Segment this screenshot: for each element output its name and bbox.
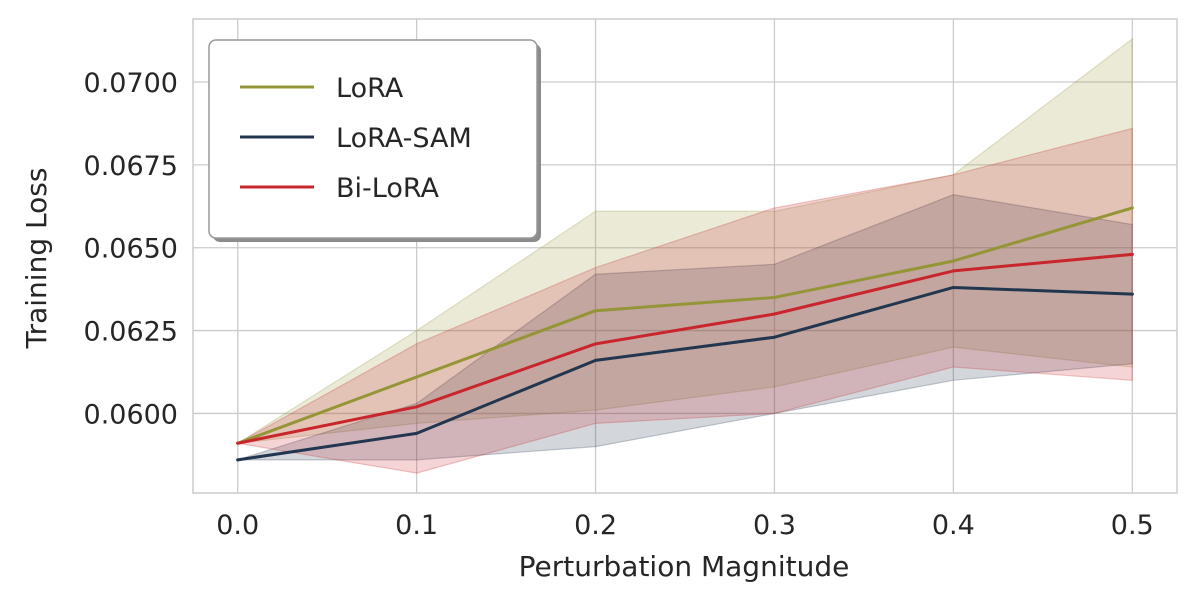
x-tick-label: 0.3 (753, 510, 796, 541)
line-bi-lora (236, 252, 1134, 445)
legend-items: LoRA LoRA-SAM Bi-LoRA (240, 73, 472, 204)
point-lora-sam (415, 431, 419, 435)
y-tick-label: 0.0600 (84, 399, 178, 430)
legend: LoRA LoRA-SAM Bi-LoRA (208, 39, 541, 242)
band-lora (237, 37, 1133, 444)
y-tick-label: 0.0700 (84, 68, 178, 99)
y-axis-label: Training Loss (20, 168, 53, 350)
point-lora (1130, 206, 1134, 210)
legend-label-bi-lora: Bi-LoRA (336, 173, 440, 204)
plot-border (192, 18, 1178, 494)
point-bi-lora (1130, 252, 1134, 256)
point-lora (415, 375, 419, 379)
point-lora-sam (236, 458, 240, 462)
x-tick-label: 0.4 (932, 510, 975, 541)
x-tick-label: 0.2 (574, 510, 617, 541)
legend-label-lora: LoRA (336, 73, 404, 104)
legend-label-lora-sam: LoRA-SAM (336, 123, 472, 154)
y-tick-label: 0.0650 (84, 234, 178, 265)
point-bi-lora (236, 441, 240, 445)
point-lora (951, 259, 955, 263)
point-lora-sam (1130, 292, 1134, 296)
confidence-bands (235, 37, 1133, 474)
y-tick-labels: 0.0600 0.0625 0.0650 0.0675 0.0700 (84, 68, 178, 430)
x-tick-label: 0.1 (395, 510, 438, 541)
point-lora-sam (951, 285, 955, 289)
point-bi-lora (594, 342, 598, 346)
x-tick-labels: 0.0 0.1 0.2 0.3 0.4 0.5 (216, 510, 1153, 541)
y-tick-label: 0.0675 (84, 151, 178, 182)
point-lora-sam (772, 335, 776, 339)
series-lines (236, 206, 1134, 462)
point-lora (594, 309, 598, 313)
x-tick-label: 0.0 (216, 510, 259, 541)
point-bi-lora (415, 405, 419, 409)
x-axis-label: Perturbation Magnitude (519, 550, 850, 583)
plot-frame (192, 18, 1178, 494)
x-tick-label: 0.5 (1111, 510, 1154, 541)
point-bi-lora (951, 269, 955, 273)
y-tick-label: 0.0625 (84, 317, 178, 348)
point-lora (772, 295, 776, 299)
line-lora-sam (236, 285, 1134, 462)
line-lora (236, 206, 1134, 445)
point-lora-sam (594, 358, 598, 362)
point-bi-lora (772, 312, 776, 316)
